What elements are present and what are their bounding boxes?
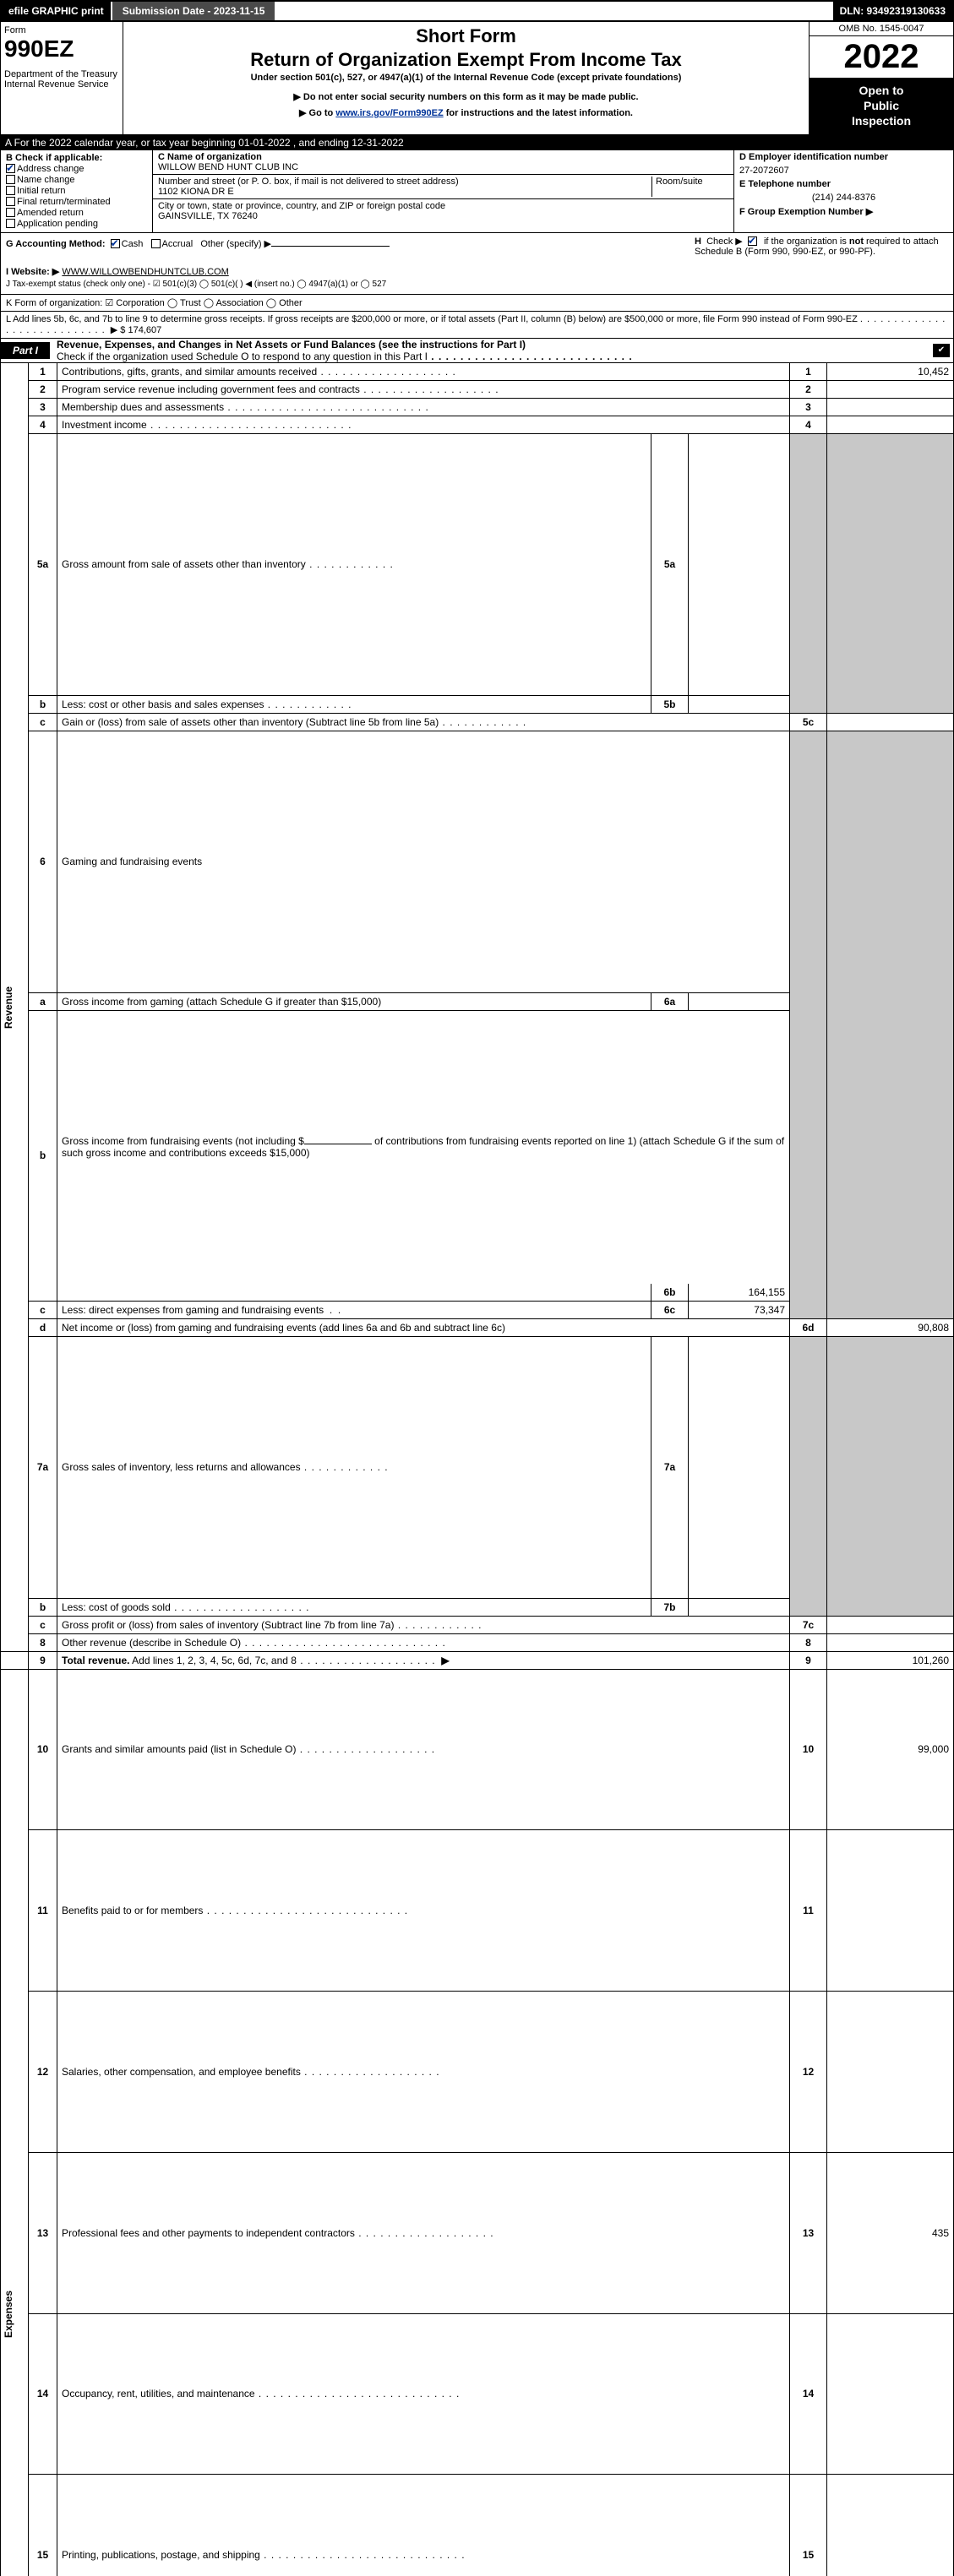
section-i: I Website: ▶ WWW.WILLOWBENDHUNTCLUB.COM (6, 266, 948, 277)
section-j: J Tax-exempt status (check only one) - ☑… (6, 280, 948, 289)
table-row: 6 Gaming and fundraising events (1, 731, 954, 992)
city-value: GAINSVILLE, TX 76240 (158, 211, 258, 221)
form-number: 990EZ (4, 35, 119, 62)
top-bar: efile GRAPHIC print Submission Date - 20… (0, 0, 954, 22)
short-form-title: Short Form (127, 25, 805, 47)
section-l-text: L Add lines 5b, 6c, and 7b to line 9 to … (6, 314, 858, 324)
goto-line: ▶ Go to www.irs.gov/Form990EZ for instru… (127, 107, 805, 118)
header-right: OMB No. 1545-0047 2022 Open toPublicInsp… (810, 22, 953, 134)
table-row: 2 Program service revenue including gove… (1, 380, 954, 398)
table-row: c Gain or (loss) from sale of assets oth… (1, 713, 954, 731)
part-i-checkbox[interactable]: ✔ (933, 344, 950, 357)
table-row: 12 Salaries, other compensation, and emp… (1, 1992, 954, 2153)
other-specify-input[interactable] (271, 246, 390, 247)
i-label: I Website: ▶ (6, 267, 59, 277)
open-inspection: Open toPublicInspection (810, 78, 953, 134)
table-row: 5a Gross amount from sale of assets othe… (1, 433, 954, 695)
form-word: Form (4, 25, 119, 35)
chk-application-pending[interactable]: Application pending (6, 219, 147, 229)
line-amt: 10,452 (827, 363, 954, 381)
part-i-header: Part I Revenue, Expenses, and Changes in… (0, 339, 954, 363)
e-label: E Telephone number (734, 177, 953, 191)
section-ghij: G Accounting Method: Cash Accrual Other … (0, 233, 954, 295)
chk-initial-return[interactable]: Initial return (6, 186, 147, 196)
form-header: Form 990EZ Department of the TreasuryInt… (0, 22, 954, 135)
table-row: 3 Membership dues and assessments 3 (1, 398, 954, 416)
section-def: D Employer identification number 27-2072… (733, 150, 953, 232)
submission-date: Submission Date - 2023-11-15 (111, 2, 275, 20)
f-label: F Group Exemption Number ▶ (734, 204, 953, 219)
table-row: Revenue 1 Contributions, gifts, grants, … (1, 363, 954, 381)
goto-post: for instructions and the latest informat… (444, 108, 633, 118)
website-value[interactable]: WWW.WILLOWBENDHUNTCLUB.COM (62, 267, 228, 277)
row-a-calendar-year: A For the 2022 calendar year, or tax yea… (0, 135, 954, 150)
table-row: 8 Other revenue (describe in Schedule O)… (1, 1633, 954, 1651)
dln-label: DLN: 93492319130633 (833, 2, 952, 20)
chk-final-return[interactable]: Final return/terminated (6, 197, 147, 207)
chk-address-change[interactable]: Address change (6, 164, 147, 174)
omb-number: OMB No. 1545-0047 (810, 22, 953, 36)
street-label: Number and street (or P. O. box, if mail… (158, 177, 459, 187)
chk-accrual[interactable] (151, 239, 161, 248)
table-row: c Gross profit or (loss) from sales of i… (1, 1616, 954, 1633)
org-name-row: C Name of organization WILLOW BEND HUNT … (153, 150, 733, 175)
street-row: Number and street (or P. O. box, if mail… (153, 175, 733, 199)
goto-pre: ▶ Go to (299, 108, 335, 118)
section-k: K Form of organization: ☑ Corporation ◯ … (0, 295, 954, 312)
chk-schedule-b[interactable] (748, 236, 757, 246)
part-i-subtitle: Check if the organization used Schedule … (57, 351, 428, 362)
lines-table: Revenue 1 Contributions, gifts, grants, … (0, 363, 954, 2576)
g-label: G Accounting Method: (6, 239, 106, 249)
table-row: 14 Occupancy, rent, utilities, and maint… (1, 2313, 954, 2475)
table-row: Expenses 10 Grants and similar amounts p… (1, 1669, 954, 1830)
room-suite-label: Room/suite (652, 177, 728, 197)
header-center: Short Form Return of Organization Exempt… (123, 22, 810, 134)
city-row: City or town, state or province, country… (153, 199, 733, 223)
under-section: Under section 501(c), 527, or 4947(a)(1)… (127, 73, 805, 83)
table-row: 11 Benefits paid to or for members 11 (1, 1830, 954, 1992)
section-h: H Check ▶ if the organization is not req… (695, 236, 948, 257)
section-l: L Add lines 5b, 6c, and 7b to line 9 to … (0, 312, 954, 339)
efile-label[interactable]: efile GRAPHIC print (2, 2, 111, 20)
line-desc: Contributions, gifts, grants, and simila… (57, 363, 790, 381)
part-i-tab: Part I (1, 342, 50, 359)
table-row: 13 Professional fees and other payments … (1, 2152, 954, 2313)
city-label: City or town, state or province, country… (158, 201, 445, 211)
chk-amended-return[interactable]: Amended return (6, 208, 147, 218)
line-amt-num: 1 (790, 363, 827, 381)
table-row: 7a Gross sales of inventory, less return… (1, 1336, 954, 1598)
section-b: B Check if applicable: Address change Na… (1, 150, 153, 232)
section-l-amt: ▶ $ 174,607 (111, 325, 161, 335)
goto-link[interactable]: www.irs.gov/Form990EZ (335, 108, 443, 118)
tax-year: 2022 (810, 36, 953, 78)
section-c: C Name of organization WILLOW BEND HUNT … (153, 150, 733, 232)
chk-name-change[interactable]: Name change (6, 175, 147, 185)
d-label: D Employer identification number (734, 150, 953, 164)
table-row: 15 Printing, publications, postage, and … (1, 2475, 954, 2576)
street-value: 1102 KIONA DR E (158, 187, 234, 197)
table-row: 4 Investment income 4 (1, 416, 954, 433)
c-label: C Name of organization (158, 152, 262, 162)
topbar-spacer (275, 2, 832, 20)
department-label: Department of the TreasuryInternal Reven… (4, 69, 119, 90)
section-bcdef: B Check if applicable: Address change Na… (0, 150, 954, 233)
ein-value: 27-2072607 (734, 164, 953, 177)
do-not-enter: ▶ Do not enter social security numbers o… (127, 91, 805, 102)
part-i-title: Revenue, Expenses, and Changes in Net As… (50, 339, 933, 362)
table-row: 9 Total revenue. Add lines 1, 2, 3, 4, 5… (1, 1651, 954, 1669)
org-name: WILLOW BEND HUNT CLUB INC (158, 162, 298, 172)
chk-cash[interactable] (111, 239, 120, 248)
header-left: Form 990EZ Department of the TreasuryInt… (1, 22, 123, 134)
return-title: Return of Organization Exempt From Incom… (127, 49, 805, 71)
section-b-header: B Check if applicable: (6, 153, 147, 163)
phone-value: (214) 244-8376 (734, 191, 953, 204)
revenue-side-label: Revenue (1, 363, 29, 1652)
table-row: d Net income or (loss) from gaming and f… (1, 1318, 954, 1336)
expenses-side-label: Expenses (1, 1669, 29, 2576)
line-num: 1 (29, 363, 57, 381)
